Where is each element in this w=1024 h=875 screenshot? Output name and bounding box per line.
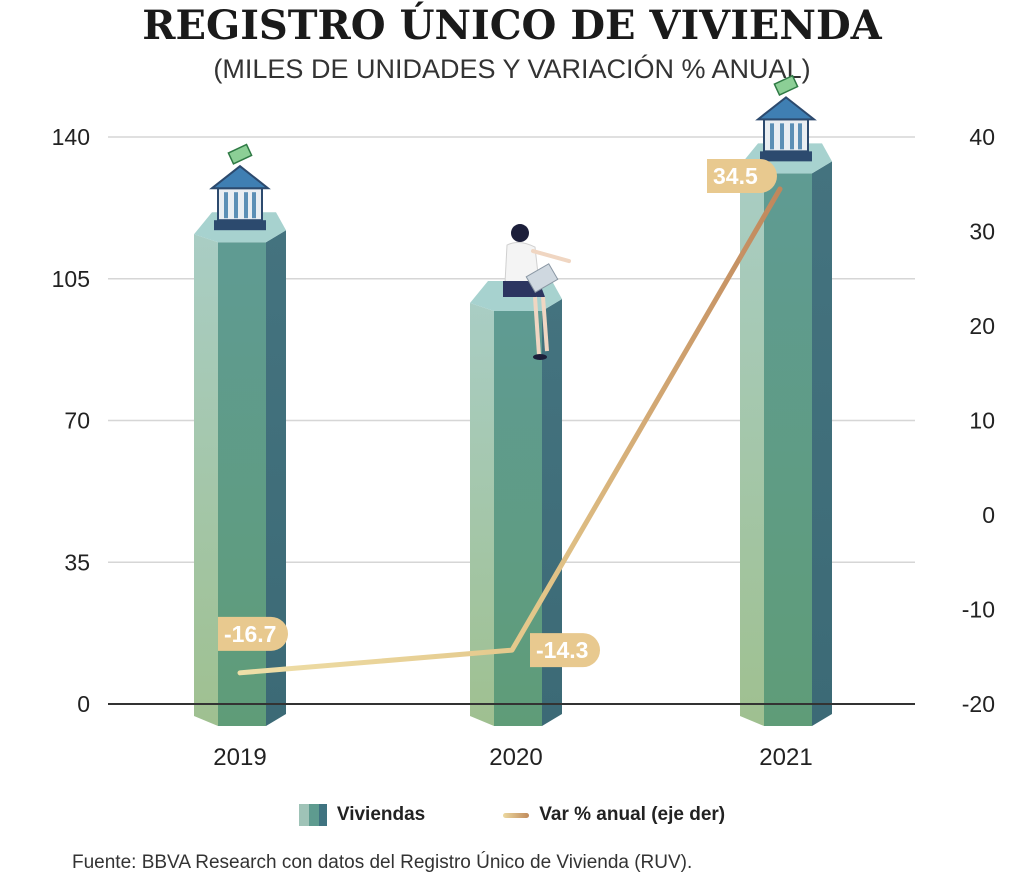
- bar-face-left: [470, 303, 494, 726]
- x-tick-label: 2021: [759, 744, 812, 771]
- laptop-icon: [525, 263, 559, 294]
- bank-column: [798, 123, 802, 150]
- y-right-tick-label: 0: [982, 502, 995, 528]
- data-label: 34.5: [707, 158, 777, 193]
- bar-face-right: [266, 230, 286, 726]
- data-label-pill: [707, 158, 777, 193]
- data-label-text: 34.5: [713, 163, 758, 189]
- person-arm: [531, 249, 571, 264]
- data-label: -14.3: [530, 633, 600, 668]
- bank-roof: [755, 96, 817, 121]
- decor-layer: [209, 74, 817, 361]
- y-left-tick-label: 35: [64, 549, 90, 575]
- bar-face-left: [740, 165, 764, 727]
- bank-column: [252, 192, 256, 219]
- y-left-tick-label: 0: [77, 691, 90, 717]
- y-left-tick-label: 105: [52, 266, 90, 292]
- bank-column: [224, 192, 228, 219]
- legend-swatch-bars: [298, 804, 327, 826]
- bank-roof: [209, 164, 271, 190]
- money-bill-icon: [773, 74, 799, 97]
- legend-item-viviendas: Viviendas: [298, 804, 426, 826]
- data-label: -16.7: [218, 616, 288, 651]
- bank-icon: [755, 74, 817, 162]
- bar: [194, 212, 286, 726]
- legend-swatch-line: [503, 812, 530, 818]
- bank-base: [760, 151, 812, 162]
- y-right-tick-label: 30: [969, 219, 995, 245]
- y-left-tick-label: 140: [52, 124, 90, 150]
- line-series: [237, 186, 783, 676]
- money-bill-icon: [227, 143, 253, 165]
- bar-face-right: [812, 161, 832, 727]
- y-right-tick-label: 40: [969, 124, 995, 150]
- label-layer: -16.7 -14.3 34.5: [218, 158, 777, 668]
- data-label-text: -16.7: [224, 621, 276, 647]
- person-shin: [533, 296, 541, 356]
- line-layer: [237, 186, 783, 676]
- bar-layer: [194, 143, 832, 727]
- legend-label-bars: Viviendas: [336, 804, 426, 825]
- bank-column: [780, 123, 784, 150]
- legend: Viviendas Var % anual (eje der): [0, 804, 1024, 826]
- person-head: [511, 224, 529, 243]
- chart-title: REGISTRO ÚNICO DE VIVIENDA: [142, 2, 882, 49]
- person-with-laptop-icon: [503, 224, 571, 361]
- y-left-tick-label: 70: [64, 408, 90, 434]
- x-tick-label: 2019: [213, 744, 266, 771]
- legend-item-var-anual: Var % anual (eje der): [503, 804, 725, 826]
- y-right-tick-label: 10: [969, 408, 995, 434]
- bank-base: [214, 220, 266, 231]
- y-right-tick-label: -10: [962, 597, 995, 623]
- data-label-text: -14.3: [536, 637, 588, 663]
- bank-column: [234, 192, 238, 219]
- data-label-pill: [530, 633, 600, 668]
- legend-label-line: Var % anual (eje der): [539, 804, 726, 825]
- chart-subtitle: (MILES DE UNIDADES Y VARIACIÓN % ANUAL): [213, 54, 811, 84]
- x-tick-label: 2020: [489, 744, 542, 771]
- bank-column: [790, 123, 794, 150]
- person-shoe: [533, 354, 547, 361]
- bank-column: [244, 192, 248, 219]
- bank-icon: [209, 143, 271, 231]
- person-shin: [541, 296, 549, 352]
- bar-face-front: [764, 173, 812, 727]
- y-right-tick-label: 20: [969, 313, 995, 339]
- bar-face-front: [218, 242, 266, 726]
- chart-svg: -16.7 -14.3 34.5 0 35 70 105 140 -20 -10 0 10 20 30 4…: [52, 74, 995, 771]
- data-label-pill: [218, 616, 288, 651]
- y-right-tick-label: -20: [962, 691, 995, 717]
- bar-face-right: [542, 299, 562, 726]
- source-note: Fuente: BBVA Research con datos del Regi…: [72, 852, 693, 873]
- bank-column: [770, 123, 774, 150]
- bar-face-left: [194, 234, 218, 726]
- axis-layer: 0 35 70 105 140 -20 -10 0 10 20 30 40 2019 2020 2021: [52, 124, 995, 771]
